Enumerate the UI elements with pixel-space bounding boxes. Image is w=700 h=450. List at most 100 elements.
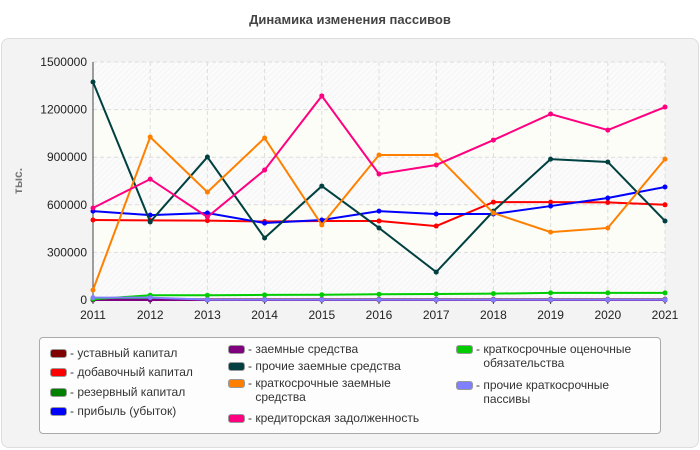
legend-label: краткосрочные оценочные обязательства: [483, 342, 632, 370]
data-point: [662, 202, 668, 208]
data-point: [548, 229, 554, 235]
legend-label: добавочный капитал: [77, 365, 193, 379]
legend-separator: -: [248, 376, 256, 390]
data-point: [204, 154, 210, 160]
data-point: [319, 222, 325, 228]
x-tick-label: 2018: [480, 308, 507, 322]
data-point: [548, 111, 554, 117]
data-point: [319, 292, 325, 298]
legend-swatch: [228, 379, 245, 388]
data-point: [90, 217, 96, 223]
legend-item[interactable]: - уставный капитал: [50, 346, 220, 360]
data-point: [605, 159, 611, 165]
data-point: [605, 195, 611, 201]
x-tick-label: 2017: [423, 308, 450, 322]
data-point: [147, 295, 153, 301]
data-point: [376, 225, 382, 231]
legend-separator: -: [70, 404, 78, 418]
legend-swatch: [456, 381, 473, 390]
legend-separator: -: [476, 378, 484, 392]
legend-item[interactable]: - краткосрочные оценочные обязательства: [456, 342, 656, 370]
data-point: [662, 297, 668, 303]
data-point: [490, 297, 496, 303]
data-point: [204, 214, 210, 220]
data-point: [490, 199, 496, 205]
legend-swatch: [456, 345, 473, 354]
data-point: [90, 295, 96, 301]
data-point: [376, 291, 382, 297]
data-point: [262, 220, 268, 226]
data-point: [204, 218, 210, 224]
data-point: [319, 297, 325, 303]
x-tick-label: 2014: [251, 308, 278, 322]
data-point: [204, 189, 210, 195]
data-point: [262, 297, 268, 303]
x-tick-label: 2019: [537, 308, 564, 322]
legend-separator: -: [70, 346, 78, 360]
y-tick-label: 1500000: [40, 55, 87, 69]
data-point: [662, 218, 668, 224]
legend-swatch: [50, 368, 67, 377]
legend: - уставный капитал - добавочный капитал - …: [39, 337, 661, 434]
data-point: [548, 203, 554, 209]
data-point: [376, 297, 382, 303]
legend-item[interactable]: - прочие краткосрочные пассивы: [456, 378, 656, 406]
legend-separator: -: [476, 342, 484, 356]
data-point: [433, 269, 439, 275]
y-tick-label: 300000: [47, 245, 87, 259]
data-point: [319, 183, 325, 189]
y-tick-label: 600000: [47, 198, 87, 212]
legend-item[interactable]: - заемные средства: [228, 342, 443, 356]
y-tick-label: 1200000: [40, 103, 87, 117]
data-point: [662, 184, 668, 190]
x-tick-label: 2012: [137, 308, 164, 322]
x-tick-label: 2011: [80, 308, 106, 322]
legend-separator: -: [70, 385, 78, 399]
data-point: [433, 152, 439, 158]
legend-item[interactable]: - резервный капитал: [50, 385, 220, 399]
legend-item[interactable]: - добавочный капитал: [50, 365, 220, 379]
legend-swatch: [228, 362, 245, 371]
legend-label: кредиторская задолженность: [255, 411, 420, 425]
legend-item[interactable]: - прибыль (убыток): [50, 404, 220, 418]
legend-label: краткосрочные заемные средства: [255, 376, 391, 404]
legend-separator: -: [248, 342, 256, 356]
legend-separator: -: [70, 365, 78, 379]
legend-item[interactable]: - краткосрочные заемные средства: [228, 376, 428, 404]
data-point: [433, 223, 439, 229]
data-point: [490, 137, 496, 143]
data-point: [204, 210, 210, 216]
chart-title: Динамика изменения пассивов: [249, 12, 451, 27]
x-tick-label: 2016: [366, 308, 393, 322]
data-point: [548, 297, 554, 303]
data-point: [433, 162, 439, 168]
x-tick-label: 2021: [652, 308, 679, 322]
data-point: [662, 156, 668, 162]
y-tick-label: 0: [80, 293, 87, 307]
data-point: [605, 127, 611, 133]
y-tick-label: 900000: [47, 150, 87, 164]
legend-item[interactable]: - кредиторская задолженность: [228, 411, 443, 425]
data-point: [605, 225, 611, 231]
data-point: [605, 199, 611, 205]
legend-label: прибыль (убыток): [77, 404, 177, 418]
data-point: [548, 199, 554, 205]
legend-label: уставный капитал: [77, 346, 178, 360]
legend-swatch: [228, 414, 245, 423]
y-axis-label: тыс.: [11, 168, 25, 194]
data-point: [90, 205, 96, 211]
data-point: [204, 292, 210, 298]
data-point: [90, 79, 96, 85]
data-point: [662, 290, 668, 296]
x-tick-label: 2015: [308, 308, 335, 322]
line-chart: 0 300000 600000 900000 1200000 1500000 2011 201…: [11, 55, 679, 322]
data-point: [147, 219, 153, 225]
data-point: [147, 134, 153, 140]
data-point: [262, 167, 268, 173]
data-point: [90, 287, 96, 293]
data-point: [605, 297, 611, 303]
data-point: [490, 210, 496, 216]
legend-label: прочие краткосрочные пассивы: [483, 378, 610, 406]
data-point: [490, 291, 496, 297]
legend-item[interactable]: - прочие заемные средства: [228, 359, 443, 373]
